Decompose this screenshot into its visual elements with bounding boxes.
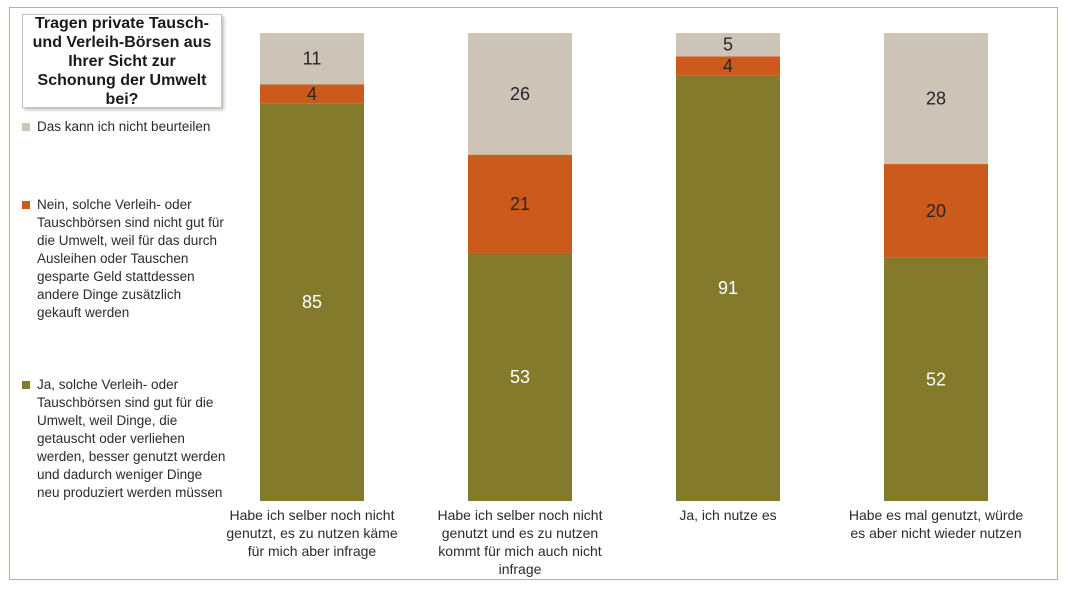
legend-label-yes: Ja, solche Verleih- oder Tauschbörsen si… <box>37 377 226 500</box>
chart-question-text: Tragen private Tausch- und Verleih-Börse… <box>32 14 212 108</box>
bar-segment-used-once-yes <box>884 257 988 501</box>
bar-segment-uses-it-yes <box>676 75 780 502</box>
legend-label-no: Nein, solche Verleih- oder Tauschbörsen … <box>37 197 224 320</box>
bar-segment-uses-it-no <box>676 56 780 76</box>
legend-swatch-yes <box>22 381 30 389</box>
data-label-used-once-yes: 52 <box>926 369 946 389</box>
legend-item-cannot-judge: Das kann ich nicht beurteilen <box>22 118 227 136</box>
bar-segment-would-not-use-cannot-judge <box>468 33 572 155</box>
legend-label-cannot-judge: Das kann ich nicht beurteilen <box>37 119 211 134</box>
bar-segment-uses-it-cannot-judge <box>676 33 780 57</box>
legend-swatch-no <box>22 201 30 209</box>
data-label-would-use-yes: 85 <box>302 292 322 312</box>
category-label-would-not-use: Habe ich selber noch nicht genutzt und e… <box>437 507 603 577</box>
category-label-used-once: Habe es mal genutzt, würde es aber nicht… <box>848 507 1024 541</box>
data-label-uses-it-cannot-judge: 5 <box>723 35 733 55</box>
legend-swatch-cannot-judge <box>22 123 30 131</box>
chart-frame <box>9 7 1058 580</box>
bar-segment-would-use-yes <box>260 103 364 501</box>
bar-segment-would-use-cannot-judge <box>260 33 364 85</box>
data-label-used-once-no: 20 <box>926 201 946 221</box>
legend-item-no: Nein, solche Verleih- oder Tauschbörsen … <box>22 196 227 322</box>
bar-segment-would-not-use-no <box>468 154 572 253</box>
category-label-would-use: Habe ich selber noch nicht genutzt, es z… <box>226 507 398 559</box>
chart-question-box: Tragen private Tausch- und Verleih-Börse… <box>22 14 222 108</box>
legend-item-yes: Ja, solche Verleih- oder Tauschbörsen si… <box>22 376 227 502</box>
data-label-would-not-use-no: 21 <box>510 194 530 214</box>
data-label-used-once-cannot-judge: 28 <box>926 89 946 109</box>
bar-segment-used-once-no <box>884 164 988 258</box>
data-label-uses-it-yes: 91 <box>718 278 738 298</box>
data-label-would-not-use-yes: 53 <box>510 367 530 387</box>
data-label-would-not-use-cannot-judge: 26 <box>510 84 530 104</box>
data-label-would-use-no: 4 <box>307 84 317 104</box>
data-label-would-use-cannot-judge: 11 <box>303 49 322 69</box>
bar-segment-would-not-use-yes <box>468 252 572 501</box>
data-label-uses-it-no: 4 <box>723 56 733 76</box>
bar-segment-used-once-cannot-judge <box>884 33 988 165</box>
bar-segment-would-use-no <box>260 84 364 104</box>
category-label-uses-it: Ja, ich nutze es <box>679 507 777 523</box>
